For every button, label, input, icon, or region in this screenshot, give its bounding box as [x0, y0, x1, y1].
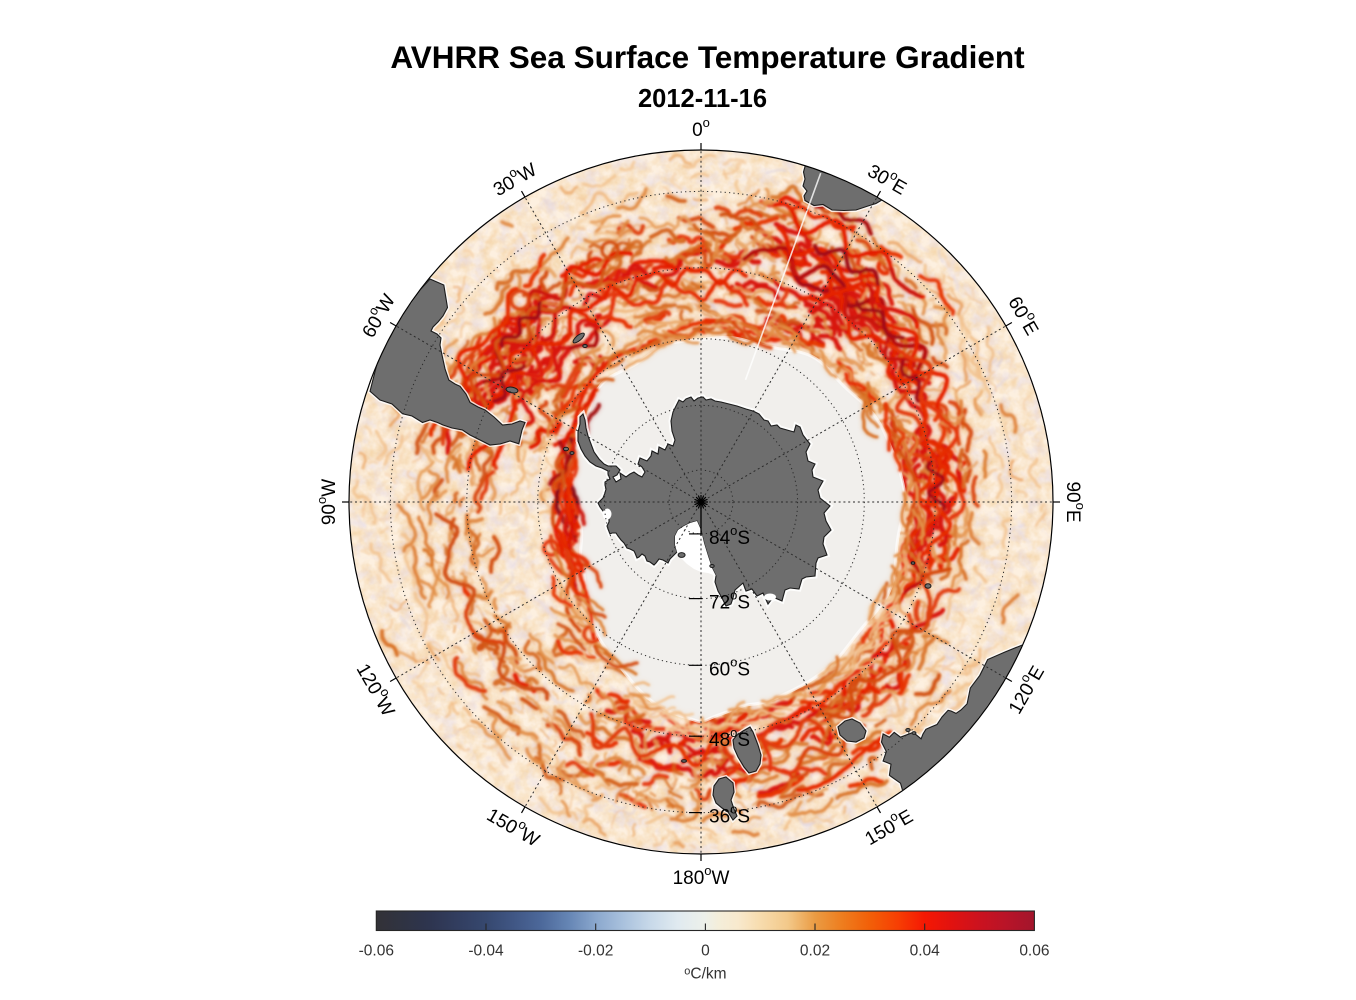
- svg-text:36oS: 36oS: [709, 802, 750, 828]
- svg-text:0o: 0o: [692, 115, 710, 141]
- svg-text:90oW: 90oW: [314, 479, 340, 525]
- svg-text:0.04: 0.04: [910, 943, 941, 960]
- svg-text:180oW: 180oW: [673, 863, 730, 889]
- svg-text:60oS: 60oS: [709, 655, 750, 681]
- svg-text:90oE: 90oE: [1062, 481, 1088, 522]
- svg-text:0.02: 0.02: [800, 943, 830, 960]
- svg-text:48oS: 48oS: [709, 726, 750, 752]
- svg-text:-0.02: -0.02: [578, 943, 613, 960]
- svg-text:-0.04: -0.04: [468, 943, 504, 960]
- svg-text:72oS: 72oS: [709, 588, 750, 614]
- svg-text:0: 0: [701, 943, 710, 960]
- svg-text:84oS: 84oS: [709, 523, 750, 549]
- svg-text:oC/km: oC/km: [684, 966, 726, 983]
- svg-text:-0.06: -0.06: [359, 943, 394, 960]
- svg-text:0.06: 0.06: [1019, 943, 1049, 960]
